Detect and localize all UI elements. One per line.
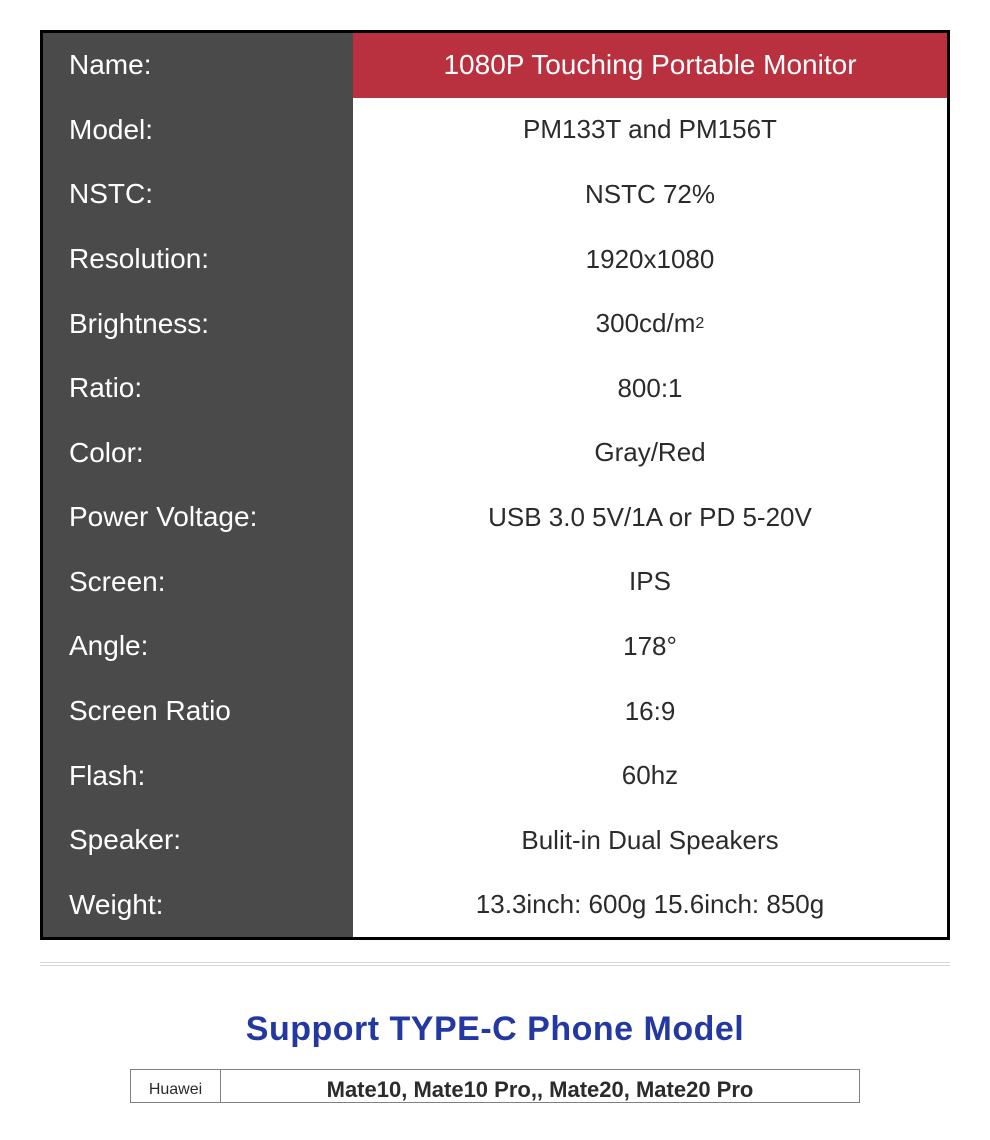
- spec-value: 178°: [353, 614, 947, 679]
- spec-label: Color:: [43, 420, 353, 485]
- spec-label: Model:: [43, 98, 353, 163]
- spec-label: Speaker:: [43, 808, 353, 873]
- spec-value: 13.3inch: 600g 15.6inch: 850g: [353, 873, 947, 938]
- spec-labels-column: Name:Model:NSTC:Resolution:Brightness:Ra…: [43, 33, 353, 937]
- spec-value: 1920x1080: [353, 227, 947, 292]
- spec-label: Screen:: [43, 550, 353, 615]
- spec-value: 300cd/m2: [353, 291, 947, 356]
- section-divider: [40, 962, 950, 966]
- spec-table: Name:Model:NSTC:Resolution:Brightness:Ra…: [40, 30, 950, 940]
- spec-value: Bulit-in Dual Speakers: [353, 808, 947, 873]
- spec-value: IPS: [353, 550, 947, 615]
- spec-value: USB 3.0 5V/1A or PD 5-20V: [353, 485, 947, 550]
- spec-label: Name:: [43, 33, 353, 98]
- spec-label: Power Voltage:: [43, 485, 353, 550]
- spec-value: 800:1: [353, 356, 947, 421]
- spec-label: Flash:: [43, 743, 353, 808]
- spec-label: Screen Ratio: [43, 679, 353, 744]
- spec-values-column: 1080P Touching Portable MonitorPM133T an…: [353, 33, 947, 937]
- support-models-cell: Mate10, Mate10 Pro,, Mate20, Mate20 Pro: [221, 1070, 859, 1102]
- spec-value: 1080P Touching Portable Monitor: [353, 33, 947, 98]
- spec-label: Weight:: [43, 873, 353, 938]
- support-brand-cell: Huawei: [131, 1070, 221, 1102]
- spec-value: 60hz: [353, 743, 947, 808]
- support-title: Support TYPE-C Phone Model: [0, 1010, 990, 1049]
- support-table: Huawei Mate10, Mate10 Pro,, Mate20, Mate…: [130, 1069, 860, 1103]
- spec-label: Angle:: [43, 614, 353, 679]
- spec-label: NSTC:: [43, 162, 353, 227]
- spec-label: Resolution:: [43, 227, 353, 292]
- spec-label: Ratio:: [43, 356, 353, 421]
- spec-value: PM133T and PM156T: [353, 98, 947, 163]
- spec-value: Gray/Red: [353, 420, 947, 485]
- spec-value: NSTC 72%: [353, 162, 947, 227]
- spec-label: Brightness:: [43, 291, 353, 356]
- spec-value: 16:9: [353, 679, 947, 744]
